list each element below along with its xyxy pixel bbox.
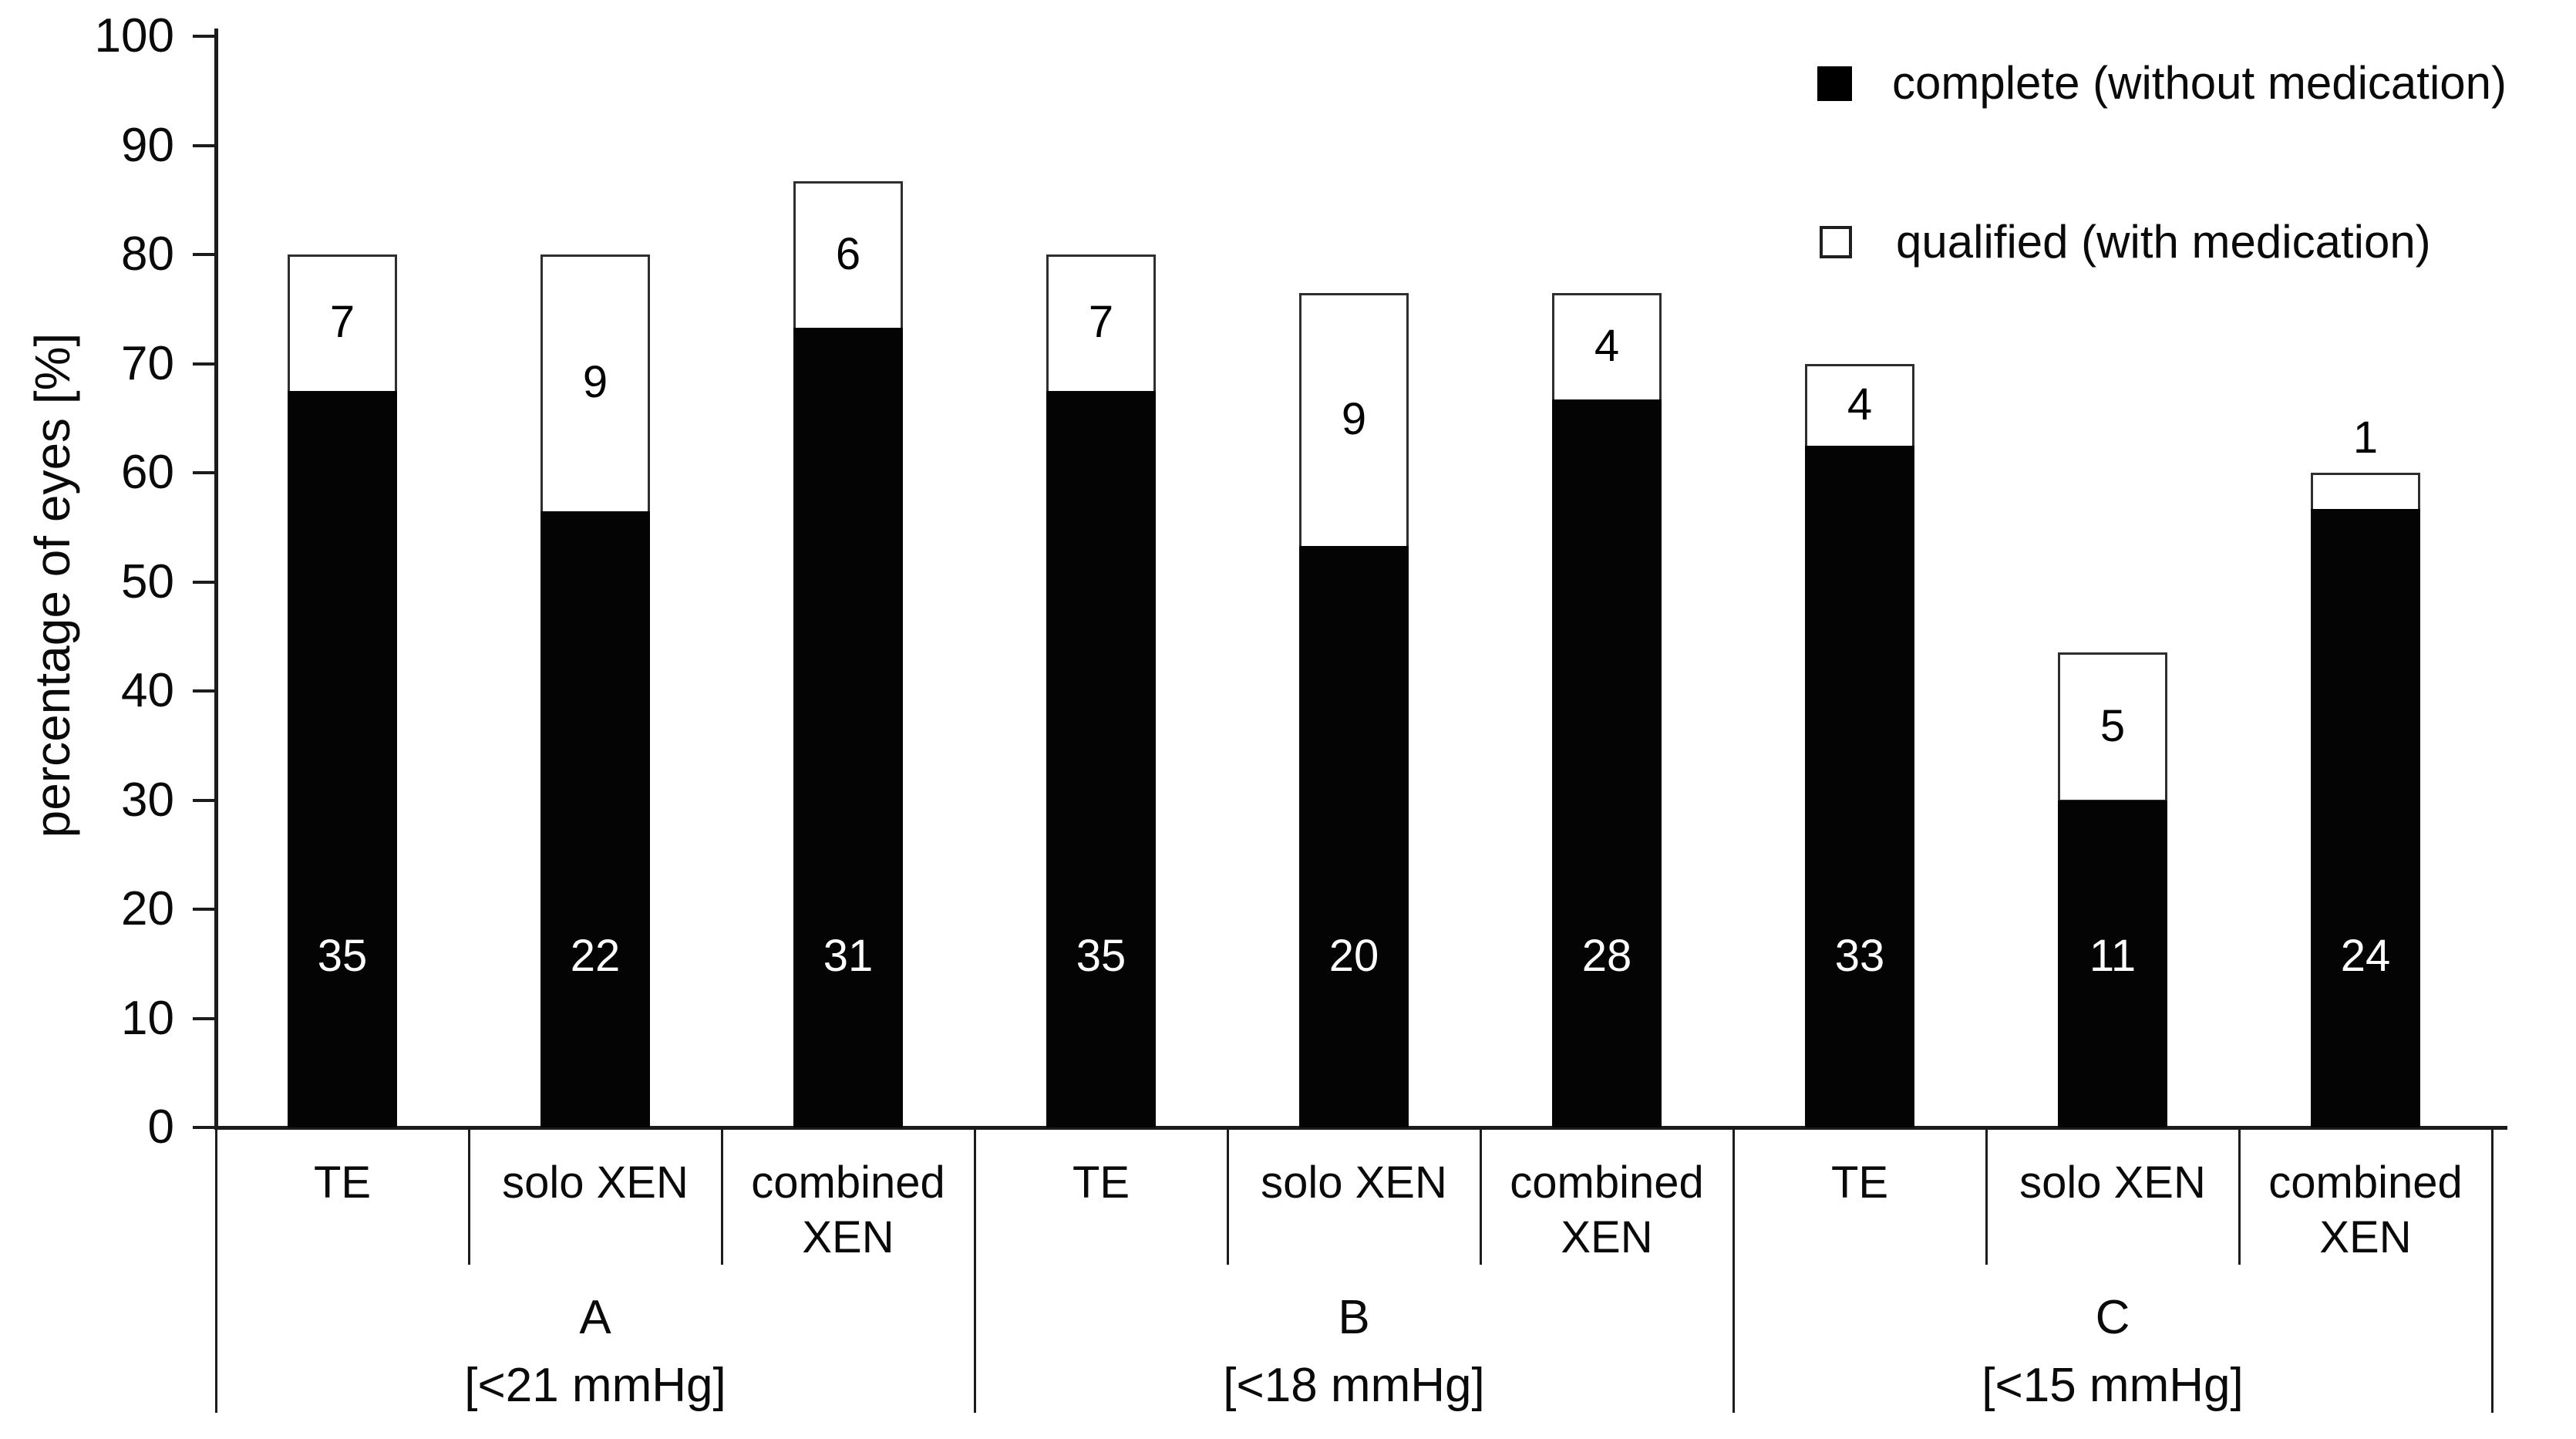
y-tick-label: 40 — [121, 664, 174, 717]
bar-count-qualified-C-solo-XEN: 5 — [2100, 700, 2126, 751]
bar-count-complete-C-TE: 33 — [1834, 931, 1885, 981]
bar-count-complete-A-combined-XEN: 31 — [823, 931, 874, 981]
group-label-B: B — [1338, 1291, 1370, 1344]
bar-segment-complete-C-solo-XEN — [2058, 800, 2167, 1127]
group-label-C: C — [2095, 1291, 2130, 1344]
legend-item-qualified: qualified (with medication) — [1820, 213, 2431, 271]
treatment-label-B-solo-XEN: solo XEN — [1261, 1158, 1447, 1208]
legend-label-qualified: qualified (with medication) — [1896, 216, 2431, 268]
bar-count-complete-A-solo-XEN: 22 — [570, 931, 621, 981]
group-label-A: A — [579, 1291, 611, 1344]
y-tick-label: 90 — [121, 118, 174, 172]
y-tick-label: 20 — [121, 882, 174, 935]
y-tick-mark — [193, 471, 216, 474]
treatment-separator-line — [1480, 1127, 1482, 1265]
bar-segment-qualified-B-TE — [1046, 254, 1156, 393]
y-tick-mark — [193, 908, 216, 911]
bar-count-complete-C-solo-XEN: 11 — [2089, 931, 2137, 981]
bar-segment-qualified-A-combined-XEN — [793, 181, 903, 330]
y-tick-label: 50 — [121, 554, 174, 608]
bar-count-qualified-B-combined-XEN: 4 — [1594, 320, 1620, 371]
legend-item-complete: complete (without medication) — [1817, 54, 2507, 113]
x-axis-line — [214, 1126, 2507, 1130]
bar-count-complete-C-combined-XEN: 24 — [2340, 931, 2391, 981]
treatment-label-C-combined-XEN: combined XEN — [2268, 1158, 2463, 1262]
bar-segment-complete-B-combined-XEN — [1552, 399, 1662, 1127]
bar-segment-qualified-C-TE — [1805, 363, 1914, 448]
treatment-label-C-TE: TE — [1830, 1158, 1889, 1208]
bar-count-qualified-B-TE: 7 — [1088, 297, 1114, 348]
y-tick-label: 100 — [94, 9, 174, 62]
y-tick-label: 80 — [121, 227, 174, 281]
treatment-separator-line — [1985, 1127, 1988, 1265]
legend-label-complete: complete (without medication) — [1892, 57, 2507, 109]
bar-segment-complete-A-combined-XEN — [793, 327, 903, 1127]
bar-count-complete-B-combined-XEN: 28 — [1581, 931, 1632, 981]
y-tick-mark — [193, 580, 216, 584]
y-tick-mark — [193, 143, 216, 147]
bar-segment-qualified-C-combined-XEN — [2311, 473, 2420, 511]
y-tick-mark — [193, 253, 216, 256]
y-tick-label: 0 — [147, 1100, 174, 1154]
bar-segment-complete-B-TE — [1046, 390, 1156, 1127]
y-tick-mark — [193, 35, 216, 38]
bar-segment-qualified-B-solo-XEN — [1299, 292, 1409, 548]
legend-outline-square-icon — [1820, 226, 1852, 258]
bar-segment-complete-B-solo-XEN — [1299, 545, 1409, 1127]
bar-segment-qualified-A-TE — [288, 254, 397, 393]
y-tick-label: 60 — [121, 446, 174, 499]
y-tick-mark — [193, 689, 216, 693]
y-tick-mark — [193, 362, 216, 366]
bar-segment-qualified-C-solo-XEN — [2058, 652, 2167, 803]
group-boundary-line — [1732, 1127, 1735, 1413]
treatment-label-B-TE: TE — [1072, 1158, 1130, 1208]
group-boundary-line — [215, 1127, 217, 1413]
treatment-separator-line — [468, 1127, 470, 1265]
group-criterion-B: [<18 mmHg] — [1223, 1359, 1485, 1412]
bar-count-qualified-C-TE: 4 — [1847, 379, 1873, 430]
bar-count-qualified-A-combined-XEN: 6 — [835, 229, 861, 279]
bar-count-complete-A-TE: 35 — [317, 931, 368, 981]
bar-count-complete-B-solo-XEN: 20 — [1328, 931, 1379, 981]
y-tick-label: 10 — [121, 991, 174, 1045]
bar-count-complete-B-TE: 35 — [1076, 931, 1126, 981]
group-boundary-line — [2491, 1127, 2494, 1413]
y-tick-mark — [193, 1126, 216, 1129]
bar-segment-complete-C-TE — [1805, 445, 1914, 1127]
bar-count-qualified-A-TE: 7 — [329, 297, 355, 348]
bar-segment-complete-A-solo-XEN — [540, 511, 650, 1127]
y-axis-line — [214, 29, 218, 1129]
y-tick-label: 70 — [121, 336, 174, 390]
bar-count-qualified-A-solo-XEN: 9 — [582, 357, 608, 408]
bar-count-qualified-B-solo-XEN: 9 — [1341, 393, 1367, 444]
bar-segment-complete-A-TE — [288, 390, 397, 1127]
group-criterion-C: [<15 mmHg] — [1982, 1359, 2244, 1412]
group-criterion-A: [<21 mmHg] — [464, 1359, 726, 1412]
treatment-label-A-solo-XEN: solo XEN — [502, 1158, 689, 1208]
group-boundary-line — [974, 1127, 976, 1413]
treatment-separator-line — [2238, 1127, 2241, 1265]
treatment-separator-line — [1227, 1127, 1229, 1265]
treatment-label-A-combined-XEN: combined XEN — [751, 1158, 945, 1262]
legend-filled-square-icon — [1817, 66, 1852, 101]
bar-count-qualified-C-combined-XEN: 1 — [2352, 413, 2379, 463]
bar-segment-complete-C-combined-XEN — [2311, 508, 2420, 1127]
treatment-separator-line — [721, 1127, 723, 1265]
treatment-label-A-TE: TE — [313, 1158, 372, 1208]
treatment-label-C-solo-XEN: solo XEN — [2019, 1158, 2206, 1208]
y-tick-label: 30 — [121, 773, 174, 827]
treatment-label-B-combined-XEN: combined XEN — [1510, 1158, 1704, 1262]
bar-segment-qualified-A-solo-XEN — [540, 254, 650, 514]
y-tick-mark — [193, 1016, 216, 1020]
y-tick-mark — [193, 798, 216, 802]
